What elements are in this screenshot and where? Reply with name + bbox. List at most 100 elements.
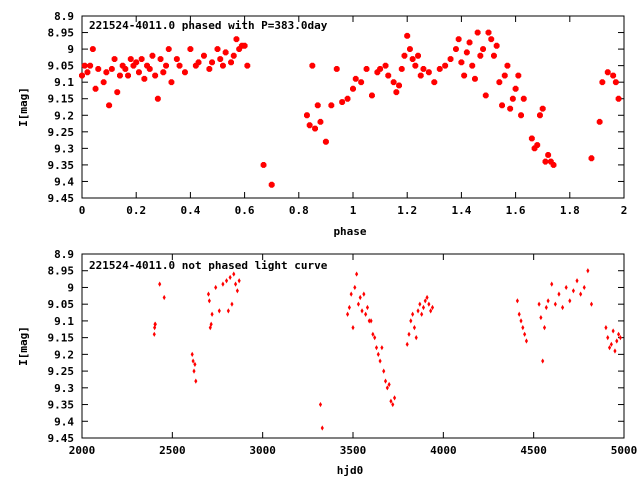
data-point: [409, 56, 416, 62]
data-point: [214, 284, 218, 291]
data-point: [125, 72, 131, 79]
data-point: [314, 102, 321, 109]
data-point: [268, 181, 275, 188]
data-point: [352, 75, 359, 82]
data-point: [390, 79, 397, 86]
data-point: [347, 304, 351, 311]
data-point: [364, 311, 368, 317]
data-point: [158, 281, 162, 287]
data-point: [541, 358, 545, 364]
x-tick-label: 3000: [249, 444, 276, 457]
data-point: [482, 92, 489, 99]
y-tick-label: 8.95: [48, 27, 75, 40]
y-tick-label: 9.05: [48, 60, 75, 73]
data-point: [222, 49, 229, 56]
data-point: [405, 341, 409, 347]
x-tick-label: 4500: [520, 444, 547, 457]
data-point: [81, 62, 88, 69]
data-point: [469, 62, 476, 69]
data-point: [604, 325, 608, 331]
x-tick-label: 1.4: [451, 204, 471, 217]
data-point: [191, 358, 195, 364]
data-point: [87, 62, 94, 69]
data-point: [539, 314, 543, 321]
x-tick-labels: 2000 2500 3000 3500 4000 4500 5000: [69, 444, 638, 457]
x-tick-label: 2000: [69, 444, 96, 457]
data-point: [606, 335, 610, 341]
data-point: [430, 304, 435, 311]
data-point: [389, 398, 393, 404]
chart-title: 221524-4011.0 not phased light curve: [89, 259, 328, 272]
data-point: [523, 331, 527, 337]
data-point: [607, 345, 612, 351]
data-point: [415, 52, 421, 59]
data-point: [392, 395, 397, 401]
data-point: [318, 401, 323, 408]
data-point: [550, 162, 557, 168]
data-point: [111, 56, 118, 62]
data-point: [232, 271, 236, 277]
data-point: [545, 152, 552, 158]
x-axis-label: hjd0: [337, 464, 364, 477]
data-point: [84, 69, 91, 76]
data-point: [194, 378, 198, 384]
data-point: [609, 341, 613, 347]
data-point: [358, 294, 362, 301]
y-axis-label: I[mag]: [17, 326, 30, 366]
data-point: [344, 95, 351, 102]
data-point: [615, 95, 622, 102]
data-point: [579, 291, 583, 297]
tick-marks: [81, 253, 625, 439]
data-points: [79, 29, 622, 188]
x-tick-label: 5000: [611, 444, 638, 457]
data-point: [391, 401, 395, 408]
data-point: [127, 56, 134, 62]
data-point: [353, 284, 357, 291]
data-point: [168, 79, 175, 86]
data-point: [369, 318, 373, 324]
data-point: [176, 62, 183, 69]
data-point: [380, 345, 384, 351]
y-tick-label: 9.1: [54, 76, 74, 89]
y-tick-label: 8.9: [54, 248, 74, 261]
data-point: [618, 335, 622, 341]
y-tick-label: 9.4: [54, 415, 74, 428]
data-point: [154, 95, 161, 102]
data-point: [455, 36, 462, 43]
data-point: [383, 378, 388, 384]
data-point: [201, 52, 207, 59]
data-point: [377, 66, 384, 72]
data-point: [163, 62, 169, 69]
data-point: [582, 284, 586, 291]
data-point: [414, 335, 418, 341]
data-point: [425, 294, 429, 301]
data-point: [613, 348, 617, 354]
data-point: [442, 62, 449, 69]
data-point: [214, 46, 221, 52]
data-point: [173, 56, 180, 62]
y-tick-label: 9.3: [54, 382, 74, 395]
data-point: [466, 39, 473, 46]
data-point: [599, 79, 606, 86]
data-point: [518, 112, 524, 119]
x-tick-label: 3500: [340, 444, 367, 457]
data-point: [217, 308, 221, 314]
data-point: [228, 274, 232, 281]
data-point: [220, 62, 226, 69]
data-point: [542, 158, 549, 165]
x-tick-label: 0.6: [235, 204, 255, 217]
y-tick-label: 9.15: [48, 332, 75, 345]
data-point: [588, 155, 595, 162]
data-point: [241, 42, 248, 49]
data-point: [230, 52, 237, 59]
data-point: [412, 325, 416, 331]
data-point: [521, 325, 525, 331]
data-point: [237, 278, 241, 284]
data-point: [504, 62, 511, 69]
data-point: [79, 72, 85, 79]
data-point: [509, 95, 516, 102]
data-point: [333, 66, 340, 72]
data-point: [537, 112, 543, 119]
data-point: [322, 138, 329, 145]
